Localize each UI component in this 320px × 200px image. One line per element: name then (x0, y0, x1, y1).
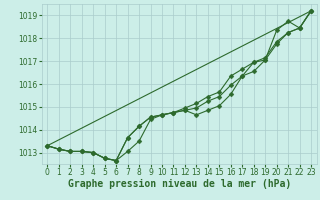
X-axis label: Graphe pression niveau de la mer (hPa): Graphe pression niveau de la mer (hPa) (68, 179, 291, 189)
